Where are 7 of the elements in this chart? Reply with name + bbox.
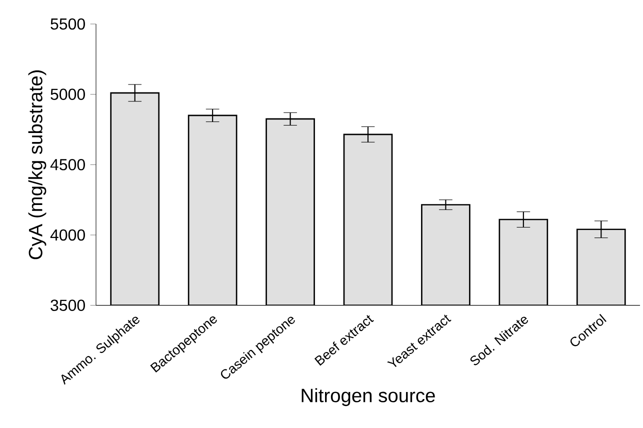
y-tick-label: 3500 bbox=[50, 300, 85, 311]
y-tick-label: 5500 bbox=[50, 18, 85, 30]
y-tick-label: 5000 bbox=[50, 88, 85, 100]
y-tick-label: 4000 bbox=[50, 229, 85, 241]
y-tick-label: 4500 bbox=[50, 159, 85, 170]
y-axis-title: CyA (mg/kg substrate) bbox=[28, 70, 46, 260]
x-axis-title: Nitrogen source bbox=[302, 388, 435, 406]
